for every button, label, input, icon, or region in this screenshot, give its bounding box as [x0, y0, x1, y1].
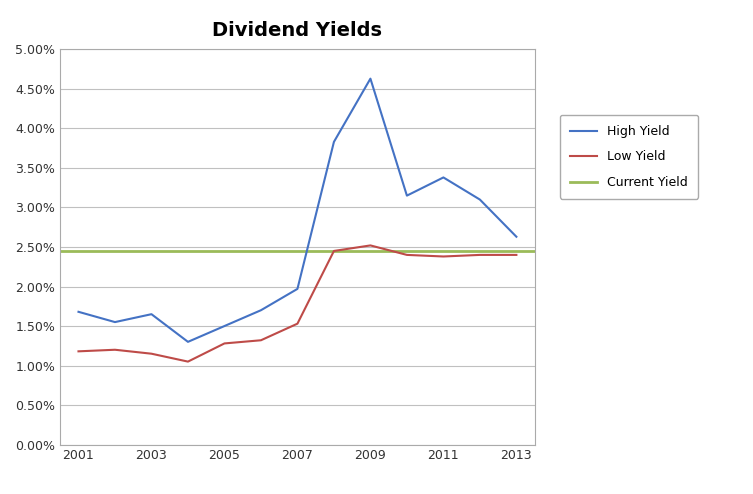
- Title: Dividend Yields: Dividend Yields: [212, 21, 383, 40]
- Legend: High Yield, Low Yield, Current Yield: High Yield, Low Yield, Current Yield: [560, 115, 698, 199]
- High Yield: [184, 339, 193, 345]
- Low Yield: [512, 252, 521, 258]
- High Yield: [329, 139, 338, 145]
- High Yield: [512, 234, 521, 240]
- High Yield: [147, 311, 156, 317]
- Low Yield: [329, 248, 338, 254]
- High Yield: [475, 197, 484, 203]
- Low Yield: [111, 347, 120, 353]
- Low Yield: [475, 252, 484, 258]
- Low Yield: [366, 243, 375, 248]
- Low Yield: [402, 252, 411, 258]
- High Yield: [366, 76, 375, 82]
- Low Yield: [184, 359, 193, 365]
- High Yield: [402, 193, 411, 199]
- Low Yield: [147, 351, 156, 357]
- Low Yield: [74, 348, 83, 354]
- High Yield: [257, 307, 266, 313]
- High Yield: [111, 319, 120, 325]
- Line: High Yield: High Yield: [78, 79, 517, 342]
- High Yield: [293, 286, 302, 292]
- Line: Low Yield: Low Yield: [78, 246, 517, 362]
- High Yield: [220, 323, 229, 329]
- Low Yield: [293, 321, 302, 327]
- High Yield: [439, 174, 448, 180]
- Low Yield: [439, 253, 448, 259]
- High Yield: [74, 309, 83, 315]
- Low Yield: [257, 337, 266, 343]
- Low Yield: [220, 340, 229, 346]
